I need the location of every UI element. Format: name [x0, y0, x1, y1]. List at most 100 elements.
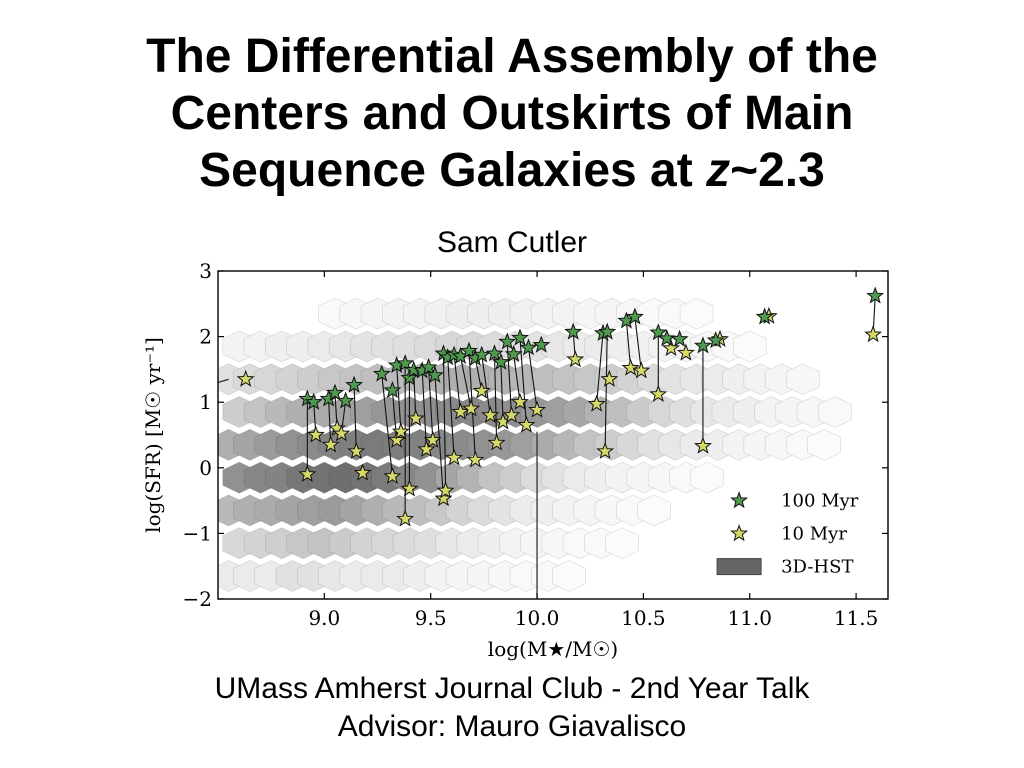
connector-line — [513, 354, 521, 403]
star-marker — [347, 441, 366, 460]
star-marker — [425, 365, 444, 383]
footer-line-1: UMass Amherst Journal Club - 2nd Year Ta… — [214, 672, 810, 705]
legend-marker — [730, 491, 749, 509]
star-marker — [400, 368, 419, 386]
x-tick-label: 11.0 — [727, 606, 772, 630]
star-marker — [587, 394, 606, 412]
star-marker — [462, 399, 481, 417]
connector-line — [625, 320, 632, 369]
connector-line — [353, 385, 357, 452]
star-marker — [564, 322, 583, 340]
star-marker — [406, 409, 425, 427]
star-marker — [511, 392, 529, 410]
hexbin-layer — [218, 297, 852, 592]
star-marker — [649, 384, 668, 402]
hexbin-cell — [637, 494, 671, 527]
hexbin-cell — [679, 297, 714, 330]
star-marker — [511, 328, 529, 346]
x-tick-label: 10.5 — [621, 606, 666, 630]
star-marker — [423, 430, 442, 448]
star-marker — [693, 436, 712, 454]
legend-label: 10 Myr — [781, 524, 847, 545]
star-marker — [498, 332, 517, 350]
star-marker — [487, 433, 506, 451]
star-marker — [625, 307, 644, 325]
star-marker — [391, 422, 410, 440]
connector-line — [442, 353, 447, 491]
star-marker — [236, 369, 255, 387]
star-marker — [383, 466, 402, 484]
star-marker — [532, 335, 551, 353]
star-markers — [236, 286, 885, 527]
star-marker — [472, 381, 491, 399]
star-marker — [504, 344, 523, 362]
footer: UMass Amherst Journal Club - 2nd Year Ta… — [0, 670, 1024, 746]
star-marker — [662, 338, 681, 357]
star-marker — [387, 430, 406, 448]
connector-line — [459, 356, 472, 409]
star-marker — [472, 345, 491, 363]
connector-line — [447, 357, 455, 458]
title-line-3-text: Sequence Galaxies at — [199, 144, 707, 197]
star-marker — [353, 463, 372, 481]
connector-lines — [306, 295, 876, 519]
star-marker — [600, 369, 619, 387]
y-tick-label: 0 — [199, 456, 212, 480]
star-marker — [460, 341, 478, 359]
legend-label: 3D-HST — [781, 557, 853, 578]
plot-axes: 9.0 9.5 10.0 10.5 11.0 11.5 3 2 1 0 −1 −2 log(M★/M☉)… — [141, 259, 889, 661]
star-marker — [755, 307, 774, 325]
star-marker — [372, 364, 391, 382]
star-marker — [706, 331, 725, 349]
star-marker — [417, 439, 436, 458]
hexbin-cell — [552, 560, 586, 592]
x-tick-label: 9.5 — [415, 606, 447, 630]
star-marker — [864, 325, 883, 343]
star-marker — [396, 354, 415, 372]
scatter-plot: 9.0 9.5 10.0 10.5 11.0 11.5 3 2 1 0 −1 −2 log(M★/M☉)… — [141, 259, 889, 661]
connector-line — [500, 362, 504, 422]
star-marker — [670, 329, 689, 347]
connector-line — [396, 365, 402, 432]
star-marker — [485, 344, 504, 362]
title-line-1: The Differential Assembly of the — [146, 30, 878, 83]
title-line-3: Sequence Galaxies at z~2.3 — [0, 142, 1024, 199]
x-tick-label: 9.0 — [308, 606, 340, 630]
connector-line — [381, 373, 393, 477]
star-marker — [502, 405, 521, 423]
plot-frame — [217, 270, 889, 600]
star-marker — [596, 441, 615, 460]
x-tick-label: 10.0 — [515, 606, 560, 630]
star-marker — [304, 392, 323, 410]
connector-line — [453, 354, 462, 413]
connector-line — [428, 367, 434, 441]
star-marker — [345, 375, 364, 393]
star-marker — [598, 322, 617, 340]
star-marker — [657, 329, 676, 347]
y-tick-label: −1 — [183, 521, 212, 545]
legend: 100 Myr 10 Myr 3D-HST — [716, 491, 859, 578]
star-marker — [528, 400, 547, 418]
connector-line — [634, 316, 642, 371]
connector-line — [481, 354, 491, 416]
connector-line — [604, 331, 608, 452]
y-tick-label: 3 — [199, 259, 212, 283]
y-tick-label: 1 — [199, 390, 212, 414]
star-marker — [383, 380, 402, 399]
x-tick-label: 11.5 — [834, 606, 879, 630]
star-marker — [621, 358, 640, 376]
star-marker — [400, 479, 419, 497]
star-marker — [306, 425, 325, 443]
hexbin-cell — [786, 363, 820, 396]
hexbin-cell — [818, 396, 852, 428]
star-marker — [491, 352, 510, 370]
connector-line — [596, 333, 604, 405]
star-marker — [481, 405, 500, 423]
star-marker — [332, 424, 351, 442]
star-marker — [466, 450, 485, 468]
hexbin-cell — [605, 527, 639, 560]
legend-label: 100 Myr — [781, 491, 859, 512]
star-marker — [445, 448, 464, 466]
hexbin-cell — [807, 428, 841, 461]
title-redshift-value: ~2.3 — [730, 144, 825, 197]
